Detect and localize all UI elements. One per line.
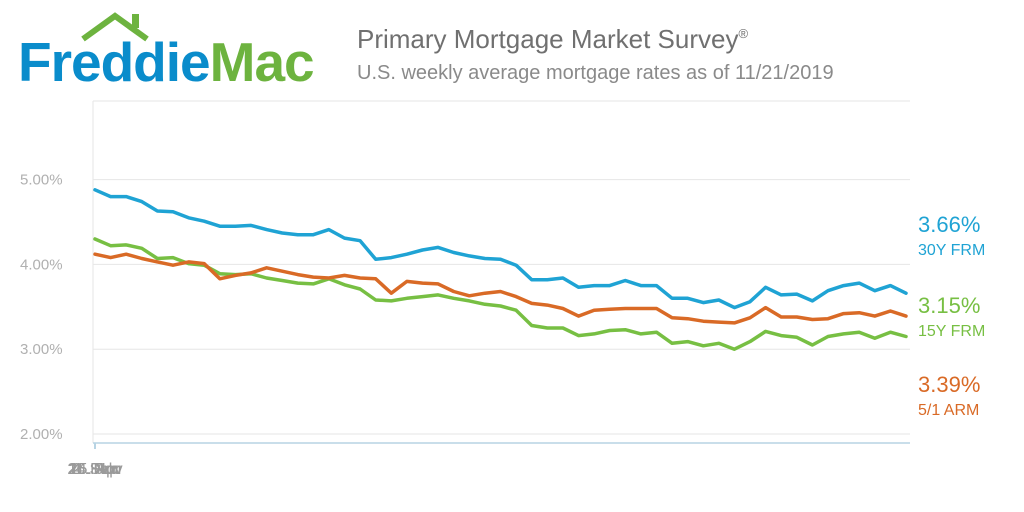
end-value-5-1-arm: 3.39% <box>918 372 981 397</box>
series-lines <box>93 188 908 351</box>
house-roof-icon <box>81 12 149 42</box>
end-name-30y-frm: 30Y FRM <box>918 242 986 259</box>
end-name-15y-frm: 15Y FRM <box>918 323 986 340</box>
end-value-15y-frm: 3.15% <box>918 293 981 318</box>
freddie-mac-logo: FreddieMac <box>18 12 328 92</box>
logo-word-freddie: Freddie <box>18 31 211 93</box>
chart-title-text: Primary Mortgage Market Survey <box>357 24 739 54</box>
y-tick-label: 3.00% <box>20 341 63 358</box>
x-tick-label: 2. Sep <box>72 461 118 478</box>
x-tick-label: 26. Nov <box>67 461 122 478</box>
x-tick-label: 24. Jun <box>69 461 121 478</box>
y-tick-label: 4.00% <box>20 256 63 273</box>
grid-lines <box>92 100 910 443</box>
y-axis: 2.00% 3.00% 4.00% 5.00% <box>20 172 63 443</box>
y-tick-label: 2.00% <box>20 426 63 443</box>
series-line-5-1-arm <box>93 252 908 325</box>
series-line-30y-frm <box>93 188 908 310</box>
series-line-15y-frm <box>93 237 908 351</box>
x-tick-label: 15. Apr <box>70 461 121 478</box>
x-tick-label: 4. Feb <box>72 461 117 478</box>
logo-word-mac: Mac <box>209 31 315 93</box>
logo-wordmark: FreddieMac <box>18 31 315 93</box>
end-value-30y-frm: 3.66% <box>918 212 981 237</box>
registered-mark: ® <box>738 26 749 41</box>
y-tick-label: 5.00% <box>20 172 63 189</box>
end-name-5-1-arm: 5/1 ARM <box>918 402 980 419</box>
chart-title: Primary Mortgage Market Survey® <box>357 24 748 55</box>
x-tick-label: 11. Nov <box>68 461 122 478</box>
chart-subtitle: U.S. weekly average mortgage rates as of… <box>357 62 834 84</box>
